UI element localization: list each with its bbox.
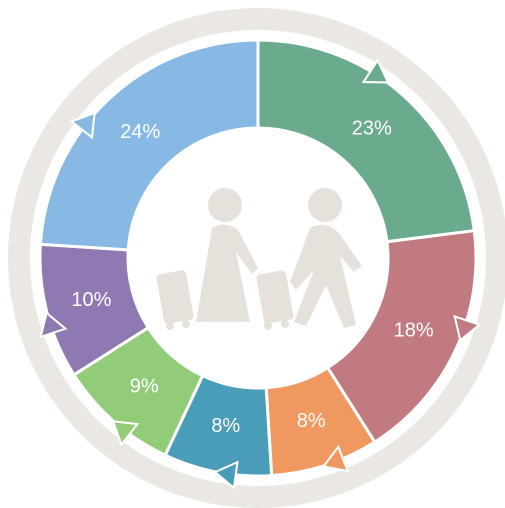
arrow	[321, 444, 350, 473]
slice	[256, 38, 476, 244]
travelers-icon	[156, 188, 362, 330]
slices: 23% 18% 8% 8% 9% 10% 24%	[38, 38, 482, 490]
arrow	[453, 314, 482, 343]
value-label: 9%	[130, 375, 159, 397]
value-label: 24%	[120, 121, 160, 143]
arrow	[213, 460, 239, 490]
slice	[38, 38, 260, 252]
value-label: 23%	[352, 117, 392, 139]
arrow	[39, 311, 68, 339]
value-label: 8%	[211, 415, 240, 437]
arrow	[111, 420, 140, 447]
slice	[325, 229, 478, 445]
value-label: 8%	[297, 410, 326, 432]
arrow	[361, 58, 390, 84]
arrow	[69, 111, 96, 140]
value-label: 10%	[71, 289, 111, 311]
value-label: 18%	[394, 320, 434, 342]
